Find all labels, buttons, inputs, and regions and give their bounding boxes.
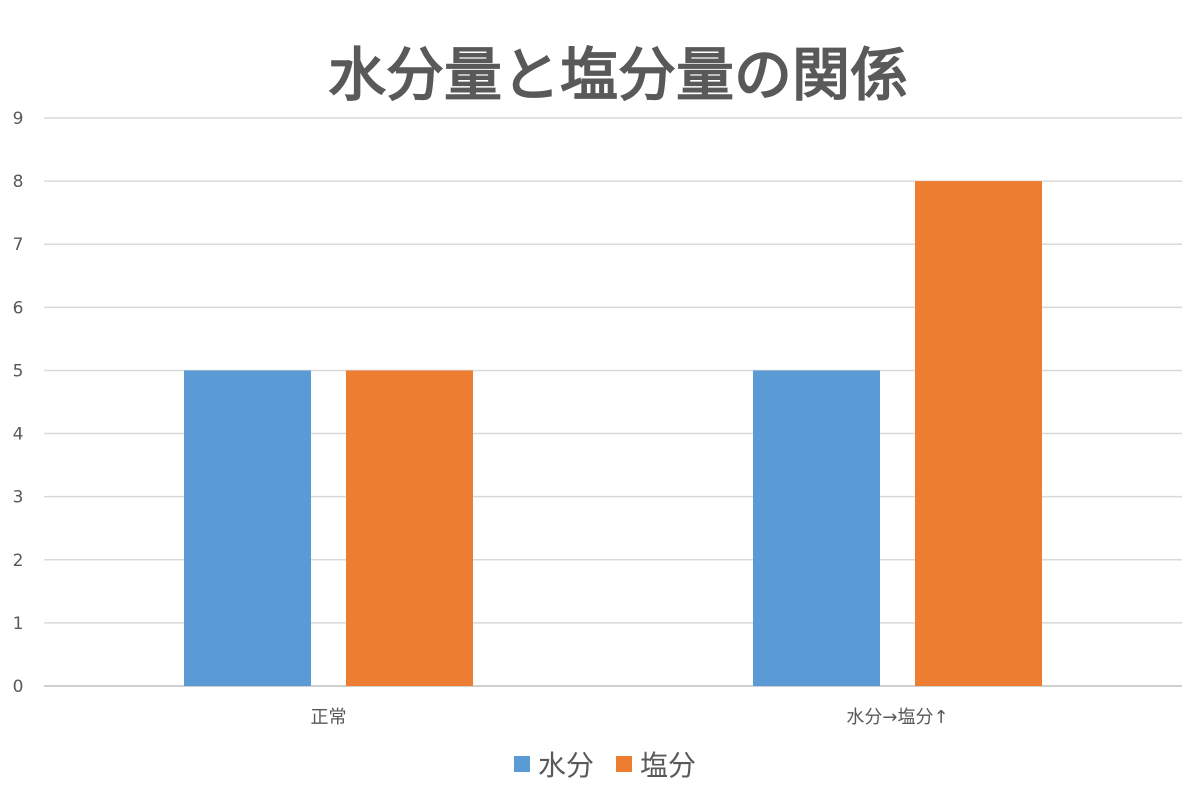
y-tick-label: 3 [13,488,24,508]
y-tick-label: 9 [13,109,24,129]
y-tick-label: 8 [13,172,24,192]
legend-item-salt: 塩分 [616,744,696,784]
bar [184,370,311,686]
y-tick-label: 6 [13,298,24,318]
x-tick-label: 水分→塩分↑ [846,707,948,728]
y-tick-label: 2 [13,551,24,571]
legend-swatch-water [513,756,530,772]
y-tick-label: 0 [13,677,24,697]
chart-title: 水分量と塩分量の関係 [327,41,908,109]
bar [753,370,880,686]
bar [346,370,473,686]
y-tick-label: 1 [13,614,24,634]
legend-swatch-salt [616,756,632,772]
bar [915,181,1042,686]
legend: 水分 塩分 [0,744,1200,784]
y-tick-label: 7 [13,235,24,255]
y-tick-label: 5 [13,361,24,381]
legend-item-water: 水分 [513,744,594,784]
legend-label-salt: 塩分 [640,749,697,782]
legend-label-water: 水分 [537,749,594,782]
y-tick-label: 4 [13,425,24,445]
x-tick-label: 正常 [311,707,347,728]
